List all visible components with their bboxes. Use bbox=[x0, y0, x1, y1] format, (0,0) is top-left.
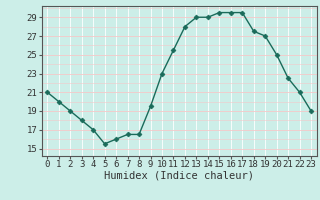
X-axis label: Humidex (Indice chaleur): Humidex (Indice chaleur) bbox=[104, 171, 254, 181]
